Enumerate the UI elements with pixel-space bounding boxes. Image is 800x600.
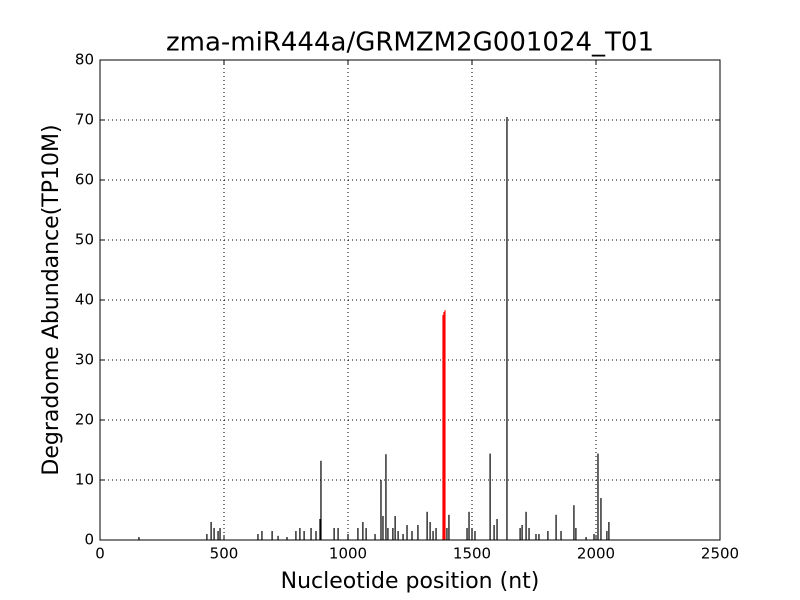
x-axis-label: Nucleotide position (nt) bbox=[281, 569, 540, 594]
x-tick-label: 2000 bbox=[577, 545, 615, 563]
y-tick-label: 20 bbox=[75, 411, 94, 429]
x-tick-label: 1000 bbox=[329, 545, 367, 563]
y-tick-label: 40 bbox=[75, 291, 94, 309]
y-tick-label: 50 bbox=[75, 231, 94, 249]
y-tick-label: 30 bbox=[75, 351, 94, 369]
y-tick-label: 60 bbox=[75, 171, 94, 189]
plot-frame bbox=[99, 59, 721, 541]
x-tick-label: 0 bbox=[95, 545, 105, 563]
y-tick-label: 10 bbox=[75, 471, 94, 489]
y-axis-label: Degradome Abundance(TP10M) bbox=[39, 124, 64, 475]
y-tick-label: 80 bbox=[75, 51, 94, 69]
y-tick-label: 0 bbox=[84, 531, 94, 549]
x-tick-label: 1500 bbox=[453, 545, 491, 563]
x-tick-label: 2500 bbox=[701, 545, 739, 563]
chart-title: zma-miR444a/GRMZM2G001024_T01 bbox=[166, 28, 654, 58]
x-tick-label: 500 bbox=[210, 545, 239, 563]
y-tick-label: 70 bbox=[75, 111, 94, 129]
